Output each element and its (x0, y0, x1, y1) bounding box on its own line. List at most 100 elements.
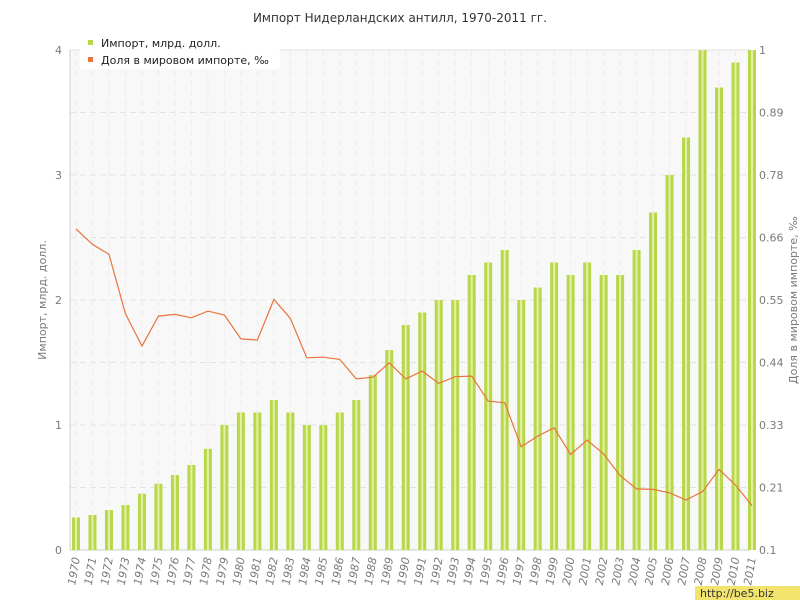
x-tick-label: 1993 (445, 556, 463, 586)
right-tick-label: 0.33 (759, 419, 784, 432)
x-tick-label: 2011 (741, 556, 759, 586)
legend-label-import: Импорт, млрд. долл. (101, 37, 221, 50)
chart-title: Импорт Нидерландских антилл, 1970-2011 г… (253, 11, 547, 25)
bar-highlight (75, 517, 77, 550)
bar (72, 517, 80, 550)
bar-highlight (751, 50, 753, 550)
x-tick-label: 1989 (379, 556, 397, 586)
bar-highlight (437, 300, 440, 550)
right-axis-title: Доля в мировом импорте, ‰ (787, 216, 800, 384)
bar-highlight (124, 505, 127, 550)
x-tick-label: 1978 (197, 556, 215, 586)
x-tick-label: 1987 (346, 556, 364, 586)
watermark-text: http://be5.biz (700, 587, 774, 600)
bar (137, 493, 146, 550)
bar (698, 50, 707, 550)
bar (649, 212, 658, 550)
bar (599, 275, 608, 550)
x-tick-label: 1972 (98, 556, 116, 586)
bar-highlight (536, 287, 539, 550)
x-tick-label: 2009 (708, 556, 726, 586)
bar-highlight (355, 400, 358, 550)
bar-highlight (520, 300, 523, 550)
x-tick-label: 1974 (131, 556, 149, 586)
bar-highlight (190, 465, 193, 550)
right-axis-ticks: 0.1 0.21 0.33 0.44 0.55 0.66 0.78 0.89 1 (759, 44, 784, 557)
bar (632, 250, 641, 550)
bar-highlight (404, 325, 407, 550)
bar (500, 250, 509, 550)
bar-highlight (470, 275, 473, 550)
bar (335, 412, 344, 550)
x-tick-label: 2010 (725, 556, 743, 586)
x-tick-label: 1985 (313, 556, 331, 586)
x-tick-label: 2003 (609, 556, 627, 586)
left-axis-ticks: 0 1 2 3 4 (55, 44, 62, 557)
right-tick-label: 0.21 (759, 482, 784, 495)
bar-highlight (454, 300, 457, 550)
right-tick-label: 0.89 (759, 107, 784, 120)
bar (253, 412, 262, 550)
bar (550, 262, 559, 550)
bar (731, 62, 740, 550)
bar-highlight (223, 425, 226, 550)
legend-swatch-share (88, 57, 93, 62)
bar-highlight (586, 262, 589, 550)
bar-highlight (652, 212, 655, 550)
bar-highlight (619, 275, 622, 550)
left-tick-label: 3 (55, 169, 62, 182)
x-tick-label: 1992 (428, 556, 446, 586)
bar (566, 275, 575, 550)
bar-highlight (421, 312, 424, 550)
x-tick-label: 1994 (461, 556, 479, 586)
bar (236, 412, 245, 550)
bar (467, 275, 476, 550)
right-tick-label: 0.55 (759, 294, 784, 307)
bar-highlight (602, 275, 605, 550)
x-tick-label: 2001 (576, 556, 594, 586)
x-tick-label: 1984 (296, 556, 314, 586)
x-tick-label: 1983 (280, 556, 298, 586)
bar-highlight (107, 510, 110, 550)
x-tick-label: 1981 (247, 556, 265, 586)
x-tick-label: 1970 (65, 556, 83, 586)
bar (434, 300, 443, 550)
bar (517, 300, 526, 550)
x-tick-label: 1998 (527, 556, 545, 586)
bar (451, 300, 460, 550)
bar-highlight (206, 448, 209, 550)
left-tick-label: 4 (55, 44, 62, 57)
bar (269, 400, 278, 550)
x-tick-label: 1999 (543, 556, 561, 586)
bar (715, 87, 724, 550)
legend: Импорт, млрд. долл. Доля в мировом импор… (80, 37, 280, 69)
bar-highlight (289, 412, 292, 550)
x-tick-label: 1986 (329, 556, 347, 586)
x-tick-label: 2000 (560, 556, 578, 586)
bar-highlight (553, 262, 556, 550)
bar (286, 412, 295, 550)
bar-highlight (569, 275, 572, 550)
x-tick-label: 1982 (263, 556, 281, 586)
watermark-background (695, 586, 800, 600)
x-tick-label: 2005 (642, 556, 660, 586)
watermark: http://be5.biz (695, 586, 800, 600)
bar (748, 50, 756, 550)
bar-highlight (701, 50, 704, 550)
bar (401, 325, 410, 550)
bar-highlight (503, 250, 506, 550)
bar-series (72, 50, 756, 550)
bar (154, 483, 163, 550)
bar-highlight (239, 412, 242, 550)
right-tick-label: 1 (759, 44, 766, 57)
legend-swatch-import (88, 40, 93, 45)
bar-highlight (388, 350, 391, 550)
x-tick-label: 1980 (230, 556, 248, 586)
x-tick-label: 1996 (494, 556, 512, 586)
x-tick-label: 1988 (362, 556, 380, 586)
bar-highlight (734, 62, 737, 550)
bar-highlight (272, 400, 275, 550)
right-tick-label: 0.66 (759, 232, 784, 245)
legend-label-share: Доля в мировом импорте, ‰ (101, 54, 269, 67)
